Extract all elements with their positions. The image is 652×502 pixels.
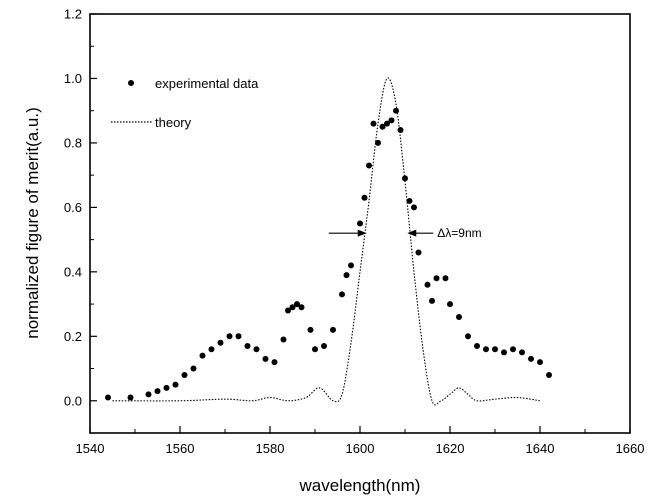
legend: experimental data theory: [111, 76, 259, 130]
experimental-point: [447, 301, 453, 308]
bandwidth-annotation: Δλ=9nm: [328, 226, 482, 240]
y-tick-label: 0.6: [64, 200, 82, 215]
x-tick-label: 1560: [166, 441, 195, 456]
experimental-point: [429, 297, 435, 304]
experimental-point: [397, 127, 404, 134]
theory-series: [112, 77, 541, 406]
experimental-point: [510, 346, 516, 353]
y-tick-label: 0.2: [64, 329, 82, 344]
experimental-point: [244, 342, 251, 349]
experimental-point: [456, 313, 462, 320]
annotation-label: Δλ=9nm: [437, 226, 481, 240]
y-tick-label: 0.4: [64, 264, 82, 279]
experimental-point: [312, 346, 318, 353]
x-tick-label: 1580: [256, 441, 285, 456]
y-tick-label: 0.0: [64, 393, 82, 408]
experimental-point: [253, 346, 260, 353]
x-tick-label: 1640: [526, 441, 555, 456]
experimental-point: [330, 326, 336, 333]
experimental-point: [375, 139, 381, 146]
experimental-point: [226, 333, 233, 340]
experimental-point: [235, 333, 242, 340]
experimental-point: [294, 301, 300, 308]
experimental-point: [105, 394, 111, 401]
experimental-point: [154, 388, 161, 395]
experimental-point: [190, 365, 197, 372]
experimental-point: [217, 339, 224, 346]
legend-experimental-marker: [128, 80, 134, 86]
x-tick-label: 1660: [616, 441, 645, 456]
experimental-point: [280, 336, 287, 343]
experimental-point: [145, 391, 152, 398]
annotation-arrow-right-head: [407, 229, 417, 237]
annotation-arrow-left-head: [357, 229, 367, 237]
experimental-point: [433, 275, 440, 282]
x-axis-ticks: 1540 1560 1580 1600 1620 1640 1660: [76, 426, 645, 456]
experimental-point: [528, 355, 534, 362]
experimental-point: [262, 355, 269, 362]
experimental-point: [172, 381, 179, 388]
experimental-point: [402, 175, 408, 182]
experimental-point: [199, 352, 206, 359]
experimental-point: [357, 220, 363, 227]
x-tick-label: 1540: [76, 441, 105, 456]
experimental-point: [384, 120, 390, 127]
experimental-point: [366, 162, 372, 169]
experimental-point: [361, 194, 368, 201]
y-tick-label: 1.2: [64, 7, 82, 22]
experimental-point: [388, 117, 395, 124]
x-axis-title: wavelength(nm): [299, 476, 421, 495]
experimental-point: [271, 359, 278, 366]
experimental-point: [442, 275, 449, 282]
experimental-point: [483, 346, 489, 353]
experimental-point: [127, 394, 134, 401]
experimental-point: [537, 359, 543, 366]
y-axis-ticks: 0.0 0.2 0.4 0.6 0.8 1.0 1.2: [64, 7, 97, 434]
experimental-point: [415, 249, 422, 256]
experimental-point: [411, 204, 417, 211]
experimental-point: [163, 384, 170, 391]
experimental-point: [208, 346, 215, 353]
experimental-series: [105, 107, 552, 401]
experimental-point: [492, 346, 498, 353]
experimental-point: [348, 262, 354, 269]
y-axis-title: normalized figure of merit(a.u.): [23, 107, 42, 338]
experimental-point: [181, 371, 188, 378]
experimental-point: [465, 333, 471, 340]
y-tick-label: 0.8: [64, 135, 82, 150]
experimental-point: [393, 107, 399, 114]
experimental-point: [519, 349, 525, 356]
y-tick-label: 1.0: [64, 71, 82, 86]
theory-line: [112, 77, 541, 406]
experimental-point: [501, 349, 507, 356]
experimental-point: [546, 371, 552, 378]
experimental-point: [298, 304, 305, 311]
experimental-point: [370, 120, 377, 127]
experimental-point: [343, 272, 350, 279]
x-tick-label: 1620: [436, 441, 465, 456]
experimental-point: [406, 197, 413, 204]
legend-experimental-label: experimental data: [155, 76, 259, 91]
experimental-point: [474, 342, 480, 349]
experimental-point: [289, 304, 296, 311]
experimental-point: [321, 342, 327, 349]
experimental-point: [424, 281, 431, 288]
x-tick-label: 1600: [346, 441, 375, 456]
legend-theory-label: theory: [155, 115, 192, 130]
experimental-point: [285, 307, 291, 314]
experimental-point: [339, 291, 345, 298]
experimental-point: [307, 326, 314, 333]
experimental-point: [379, 123, 386, 130]
